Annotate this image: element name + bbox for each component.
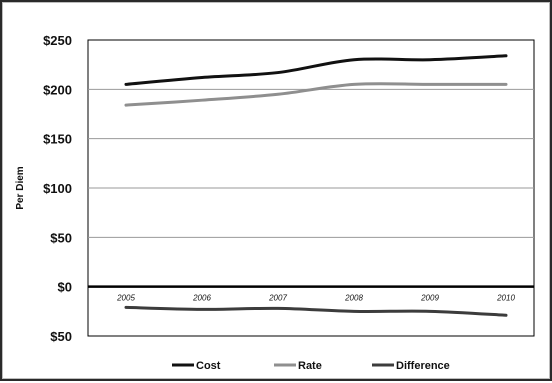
legend-label-rate: Rate [298,360,322,372]
y-axis-tick-labels: $250 $200 $150 $100 $50 $0 $50 [43,33,72,344]
y-tick-label: $200 [43,82,72,97]
series-line-rate [124,82,508,107]
x-tick-label: 2005 [116,294,135,303]
x-tick-label: 2009 [420,294,439,303]
x-tick-label: 2006 [192,294,211,303]
y-axis-title: Per Diem [15,166,26,209]
series-line-difference [124,305,508,317]
y-tick-label: $100 [43,181,72,196]
y-tick-label: $0 [58,280,72,295]
y-tick-label: $150 [43,132,72,147]
legend: Cost Rate Difference [172,360,450,372]
series-lines [124,54,508,317]
x-axis-tick-labels: 2005 2006 2007 2008 2009 2010 [116,294,515,303]
gridlines [88,88,534,288]
y-tick-label: $50 [50,230,72,245]
y-tick-label: $250 [43,33,72,48]
y-tick-label: $50 [50,329,72,344]
legend-label-cost: Cost [196,360,221,372]
legend-label-difference: Difference [396,360,450,372]
x-tick-label: 2007 [268,294,287,303]
series-line-cost [124,54,508,86]
x-tick-label: 2008 [344,294,363,303]
x-tick-label: 2010 [496,294,515,303]
